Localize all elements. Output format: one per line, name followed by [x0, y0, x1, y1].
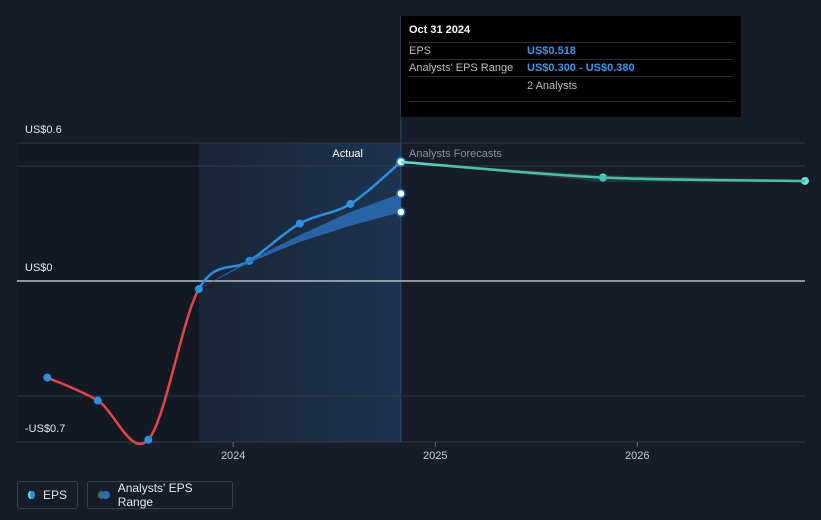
tooltip-row: EPS US$0.518 — [409, 42, 733, 59]
eps-line — [400, 160, 604, 179]
y-tick-label: US$0.6 — [25, 124, 62, 136]
eps-point — [295, 219, 304, 228]
tooltip-row: 2 Analysts — [409, 76, 733, 102]
eps-line — [602, 176, 806, 183]
tooltip-label: Analysts' EPS Range — [409, 62, 514, 74]
x-tick-label: 2025 — [423, 450, 447, 462]
eps-point — [144, 435, 153, 444]
range-point — [396, 188, 406, 199]
y-tick-label: US$0 — [25, 262, 53, 274]
tooltip-value: US$0.518 — [527, 45, 576, 57]
legend-icon — [98, 491, 106, 499]
eps-point — [346, 199, 355, 208]
eps-point — [598, 173, 607, 182]
legend-icon — [29, 491, 35, 499]
chart: Actual Analysts Forecasts US$0.6 US$0 -US$… — [17, 16, 809, 462]
legend-icon — [102, 491, 110, 499]
eps-point — [93, 396, 102, 405]
legend-eps[interactable]: EPS — [17, 481, 78, 509]
tooltip-value: US$0.300 - US$0.380 — [527, 62, 635, 74]
range-band — [400, 161, 805, 183]
eps-point — [43, 373, 52, 382]
tooltip: Oct 31 2024 EPS US$0.518 Analysts' EPS Rang… — [401, 16, 741, 117]
legend-label: EPS — [42, 488, 67, 502]
forecast-label: Analysts Forecasts — [409, 148, 502, 160]
x-tick-label: 2024 — [221, 450, 245, 462]
eps-line — [97, 399, 150, 446]
actual-label: Actual — [332, 148, 363, 160]
eps-line — [147, 288, 200, 441]
tooltip-label: EPS — [409, 45, 432, 57]
x-tick-label: 2026 — [625, 450, 649, 462]
range-band — [198, 193, 401, 290]
tooltip-title: Oct 31 2024 — [409, 24, 471, 36]
past-shade — [17, 143, 199, 442]
eps-line — [299, 202, 352, 225]
tooltip-value: 2 Analysts — [527, 80, 578, 92]
tooltip-row: Analysts' EPS Range US$0.300 - US$0.380 — [409, 59, 733, 76]
eps-line — [248, 222, 301, 263]
legend-label: Analysts' EPS Range — [117, 481, 193, 509]
eps-point — [801, 176, 809, 185]
y-tick-label: -US$0.7 — [25, 423, 65, 435]
legend-range[interactable]: Analysts' EPS Range — [87, 481, 233, 509]
range-point — [396, 207, 406, 217]
